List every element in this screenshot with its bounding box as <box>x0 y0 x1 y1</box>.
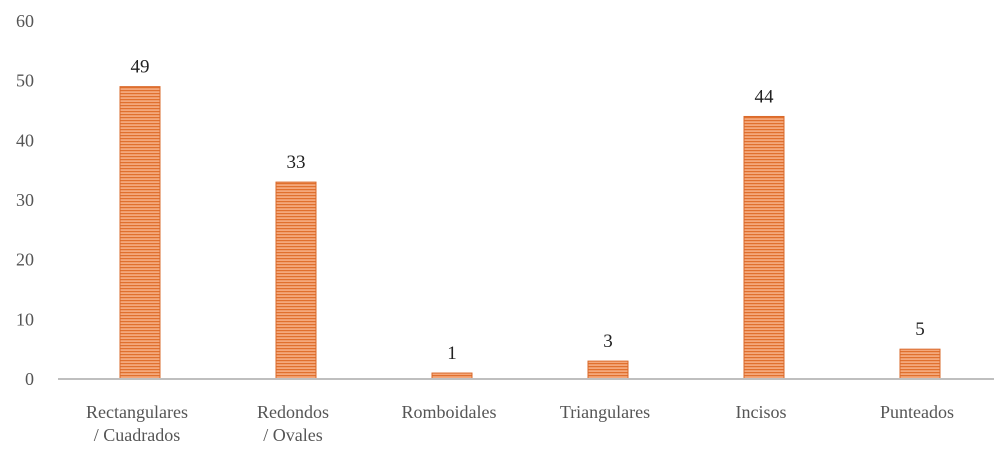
category-label: Punteados <box>880 402 954 422</box>
y-tick-label: 50 <box>16 71 34 91</box>
category-label-line: / Ovales <box>263 425 322 445</box>
data-labels: 49 33 1 3 44 5 <box>131 57 925 364</box>
category-label: Triangulares <box>560 402 650 422</box>
data-label: 5 <box>915 319 925 340</box>
y-axis: 0 10 20 30 40 50 60 <box>16 11 34 389</box>
category-label-line: Incisos <box>736 402 787 422</box>
y-tick-label: 10 <box>16 309 34 329</box>
category-label: Rectangulares / Cuadrados <box>86 402 188 445</box>
bar <box>276 182 316 379</box>
category-label-line: Romboidales <box>402 402 497 422</box>
bars <box>120 87 940 379</box>
data-label: 33 <box>287 152 306 173</box>
bar <box>120 87 160 379</box>
y-tick-label: 0 <box>25 369 34 389</box>
category-label-line: Rectangulares <box>86 402 188 422</box>
category-label-line: Redondos <box>257 402 329 422</box>
y-tick-label: 40 <box>16 130 34 150</box>
category-label: Romboidales <box>402 402 497 422</box>
category-label-line: Punteados <box>880 402 954 422</box>
category-label-line: / Cuadrados <box>94 425 180 445</box>
bar <box>588 361 628 379</box>
data-label: 1 <box>447 343 457 364</box>
data-label: 3 <box>603 331 613 352</box>
category-label-line: Triangulares <box>560 402 650 422</box>
data-label: 44 <box>755 86 775 107</box>
category-label: Redondos / Ovales <box>257 402 329 445</box>
y-tick-label: 30 <box>16 190 34 210</box>
bar <box>900 349 940 379</box>
y-tick-label: 20 <box>16 250 34 270</box>
data-label: 49 <box>131 57 150 78</box>
category-label: Incisos <box>736 402 787 422</box>
x-axis: Rectangulares / Cuadrados Redondos / Ovales… <box>86 402 954 445</box>
y-tick-label: 60 <box>16 11 34 31</box>
bar <box>744 116 784 379</box>
